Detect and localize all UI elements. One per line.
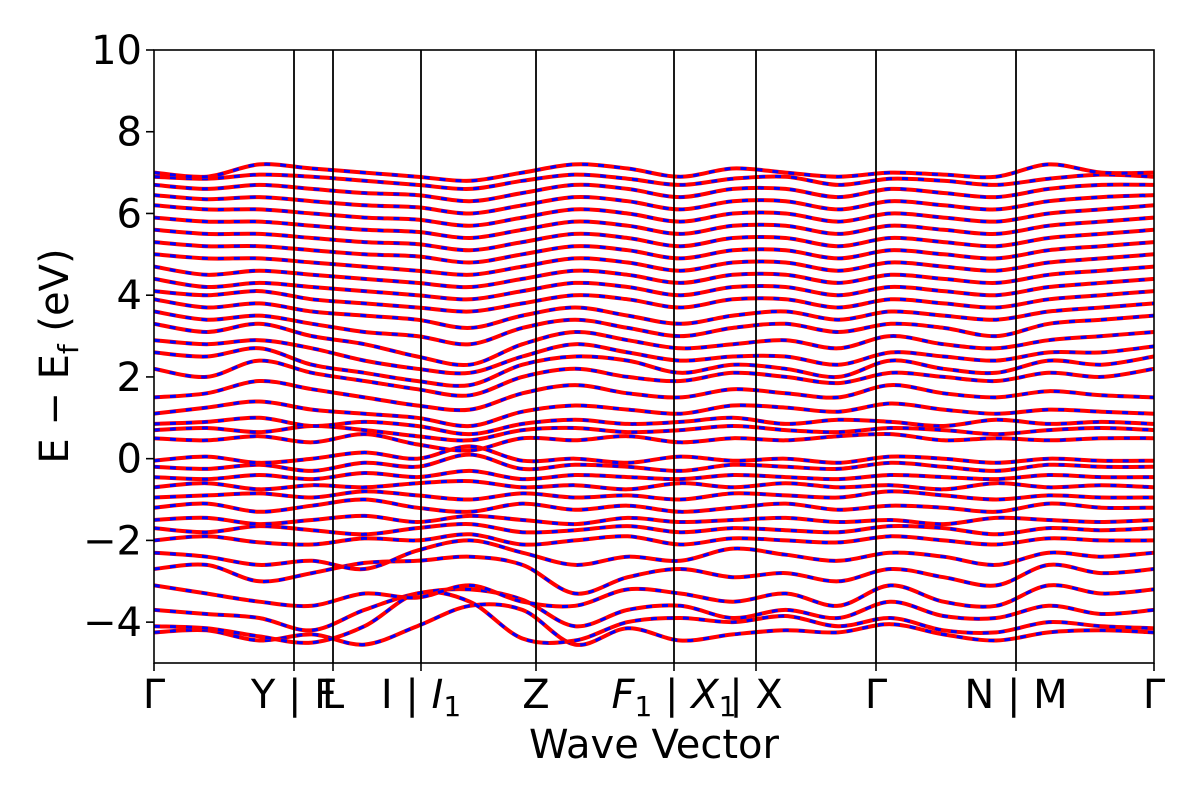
x-tick-label: I | I1 — [381, 672, 461, 723]
band-32-series-b — [154, 228, 1154, 252]
band-4-series-a — [154, 583, 1154, 609]
band-38-series-a — [154, 162, 1154, 183]
x-tick-label: F1 | X1 — [612, 672, 737, 723]
kpoint-dividers — [293, 50, 1017, 663]
band-24-series-b — [154, 322, 1154, 367]
plot-frame — [153, 49, 1155, 664]
band-28-series-b — [154, 277, 1154, 301]
y-axis-title-subscript: f — [52, 343, 85, 354]
band-lines — [154, 162, 1154, 647]
band-20-series-b — [154, 379, 1154, 412]
y-tick-label: 10 — [91, 28, 142, 74]
band-19-series-b — [154, 399, 1154, 428]
band-21-series-b — [154, 359, 1154, 398]
y-tick-label: 4 — [117, 273, 142, 319]
band-38-series-b — [154, 162, 1154, 183]
band-16-series-a — [154, 431, 1154, 453]
y-tick-label: 6 — [117, 191, 142, 237]
band-1-series-b — [154, 602, 1154, 647]
y-axis: 10 8 6 4 2 0 −2 −4 — [83, 28, 154, 646]
band-23-series-b — [154, 338, 1154, 375]
band-37-series-b — [154, 173, 1154, 191]
band-36-series-b — [154, 183, 1154, 203]
band-34-series-b — [154, 203, 1154, 228]
band-31-series-b — [154, 240, 1154, 265]
band-22-series-a — [154, 346, 1154, 388]
band-3-series-a — [154, 587, 1154, 633]
x-tick-label: L — [322, 672, 345, 718]
band-1-series-a — [154, 602, 1154, 647]
band-13-series-b — [154, 469, 1154, 481]
band-33-series-b — [154, 216, 1154, 240]
x-axis: Γ Y | FL I | I1 Z F1 | X1 | X Γ N | M Γ — [143, 663, 1166, 723]
band-15-series-a — [154, 444, 1154, 465]
band-3-series-b — [154, 587, 1154, 632]
y-axis-title-unit: (eV) — [32, 248, 78, 331]
band-25-series-a — [154, 309, 1154, 347]
x-tick-label: Γ — [1143, 672, 1166, 718]
x-tick-label: Z — [522, 672, 549, 718]
y-axis-title-main: E − E — [32, 354, 78, 464]
band-14-series-b — [154, 453, 1154, 473]
x-tick-label: N | M — [964, 672, 1067, 718]
band-9-series-b — [154, 514, 1154, 526]
band-7-series-b — [154, 532, 1154, 547]
band-4-series-b — [154, 583, 1154, 609]
band-8-series-a — [154, 522, 1154, 537]
band-2-series-b — [154, 590, 1154, 645]
band-30-series-b — [154, 252, 1154, 277]
y-tick-label: 8 — [117, 110, 142, 156]
y-tick-label: −2 — [83, 518, 142, 564]
x-tick-label: | X — [729, 672, 783, 718]
band-18-series-b — [154, 416, 1154, 436]
band-16-series-b — [154, 432, 1154, 453]
band-8-series-b — [154, 522, 1154, 536]
band-35-series-b — [154, 193, 1154, 216]
y-tick-label: 2 — [117, 355, 142, 401]
x-tick-label: Y | F — [250, 672, 337, 718]
y-tick-label: −4 — [83, 600, 142, 646]
band-5-series-b — [154, 555, 1154, 596]
x-tick-label: Γ — [865, 672, 888, 718]
band-12-series-b — [154, 479, 1154, 491]
band-15-series-b — [154, 444, 1154, 465]
y-tick-label: 0 — [117, 437, 142, 483]
y-axis-title: E − Ef (eV) — [32, 248, 85, 463]
band-29-series-b — [154, 265, 1154, 289]
band-10-series-b — [154, 497, 1154, 514]
x-tick-label: Γ — [143, 672, 166, 718]
band-27-series-b — [154, 289, 1154, 314]
band-25-series-b — [154, 310, 1154, 346]
band-10-series-a — [154, 497, 1154, 514]
x-axis-title: Wave Vector — [529, 722, 780, 768]
band-6-series-b — [154, 538, 1154, 571]
band-20-series-a — [154, 378, 1154, 413]
band-11-series-b — [154, 489, 1154, 502]
band-26-series-b — [154, 297, 1154, 330]
